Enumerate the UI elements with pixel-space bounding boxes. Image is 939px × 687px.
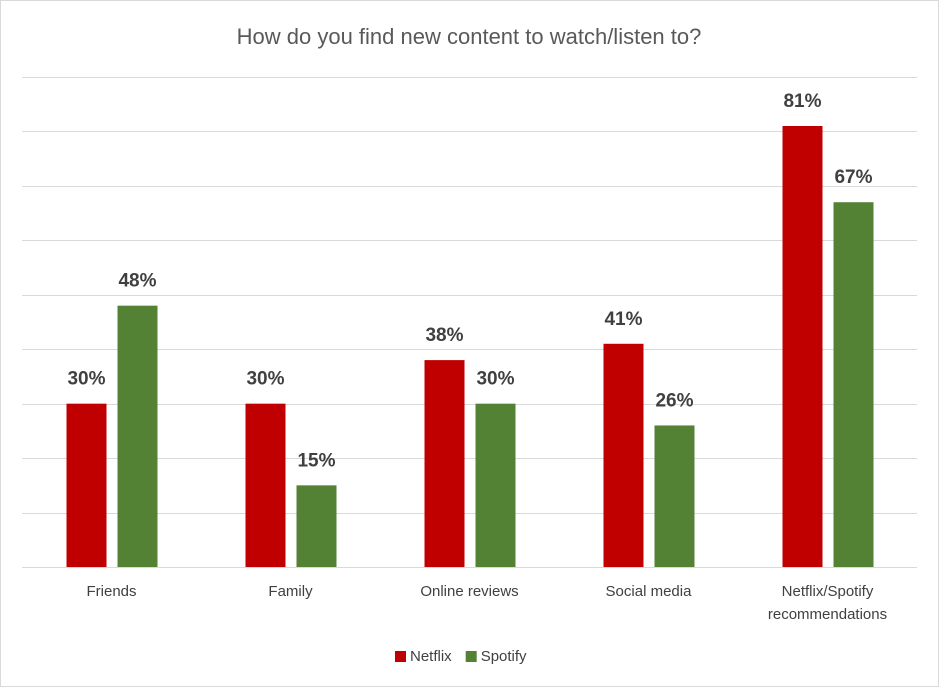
bar (117, 305, 158, 567)
bar (424, 360, 465, 567)
bar (833, 202, 874, 567)
x-tick-label: Netflix/Spotify recommendations (768, 583, 887, 623)
data-label: 41% (604, 309, 642, 330)
legend-label: Netflix (410, 648, 452, 665)
chart-title: How do you find new content to watch/lis… (237, 24, 702, 49)
bar (296, 485, 337, 567)
bar (245, 403, 286, 567)
data-label: 26% (655, 390, 693, 411)
data-label: 67% (834, 167, 872, 188)
bar (475, 403, 516, 567)
x-tick-label: Friends (86, 583, 136, 600)
data-label: 81% (783, 91, 821, 112)
bar (782, 126, 823, 567)
bar (66, 403, 107, 567)
data-label: 15% (297, 450, 335, 471)
data-label: 48% (118, 271, 156, 292)
legend-label: Spotify (481, 648, 527, 665)
data-label: 30% (246, 369, 284, 390)
bar (603, 343, 644, 567)
x-tick-label: Family (268, 583, 313, 600)
data-label: 30% (476, 369, 514, 390)
x-tick-label: Online reviews (420, 583, 518, 600)
legend-swatch (395, 651, 406, 662)
bar (654, 425, 695, 567)
legend-swatch (465, 651, 477, 662)
x-tick-label: Social media (606, 583, 693, 600)
data-label: 38% (425, 325, 463, 346)
data-label: 30% (67, 369, 105, 390)
